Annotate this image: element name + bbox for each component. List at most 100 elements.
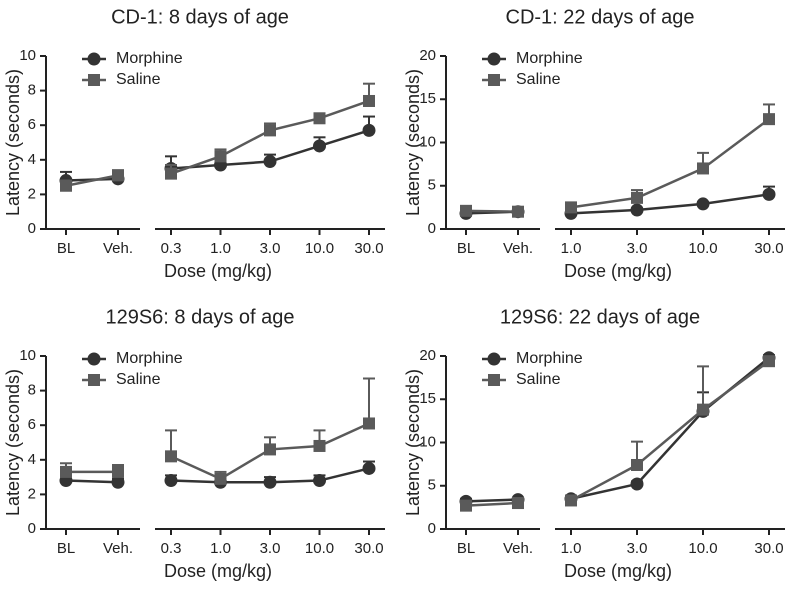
x-tick-label: 10.0: [688, 240, 717, 257]
y-tick-label: 4: [28, 451, 36, 468]
legend-label: Saline: [516, 371, 561, 388]
y-tick-label: 8: [28, 382, 36, 399]
x-tick-label: 1.0: [210, 240, 231, 257]
series-line: [570, 193, 770, 215]
square-marker: [697, 403, 709, 416]
x-tick-label: 0.3: [161, 240, 182, 257]
y-tick-label: 4: [28, 151, 36, 168]
x-tick-label: 30.0: [354, 240, 383, 257]
x-axis-label: Dose (mg/kg): [564, 561, 672, 581]
series-line: [465, 498, 519, 503]
square-marker: [460, 499, 472, 512]
y-tick-label: 10: [19, 47, 36, 64]
x-tick-label: BL: [457, 540, 475, 557]
square-marker: [60, 465, 72, 478]
square-marker: [631, 191, 643, 204]
legend-label: Saline: [516, 71, 561, 88]
square-marker: [88, 74, 100, 86]
square-marker: [512, 205, 524, 218]
square-marker: [165, 450, 177, 463]
square-marker: [763, 355, 775, 368]
x-tick-label: 1.0: [561, 240, 582, 257]
x-tick-label: Veh.: [503, 540, 533, 557]
series-line: [465, 501, 519, 507]
circle-marker: [487, 52, 501, 66]
circle-marker: [263, 475, 277, 489]
x-tick-label: 3.0: [260, 540, 281, 557]
circle-marker: [630, 477, 644, 491]
square-marker: [697, 162, 709, 175]
x-tick-label: 10.0: [305, 540, 334, 557]
square-marker: [60, 179, 72, 192]
square-marker: [631, 458, 643, 471]
circle-marker: [487, 352, 501, 366]
x-tick-label: 30.0: [754, 540, 783, 557]
y-axis-label: Latency (seconds): [3, 369, 23, 516]
square-marker: [264, 124, 276, 137]
legend-label: Morphine: [516, 50, 583, 67]
x-tick-label: Veh.: [103, 240, 133, 257]
square-marker: [565, 201, 577, 214]
square-marker: [763, 113, 775, 126]
circle-marker: [630, 203, 644, 217]
circle-marker: [762, 187, 776, 201]
circle-marker: [263, 155, 277, 169]
square-marker: [512, 497, 524, 510]
x-tick-label: 30.0: [354, 540, 383, 557]
square-marker: [214, 150, 227, 163]
x-tick-label: BL: [457, 240, 475, 257]
y-tick-label: 2: [28, 185, 36, 202]
series-line: [465, 209, 519, 213]
circle-marker: [696, 197, 710, 211]
y-tick-label: 5: [428, 477, 436, 494]
x-tick-label: 3.0: [627, 540, 648, 557]
x-tick-label: BL: [57, 540, 75, 557]
circle-marker: [362, 461, 376, 475]
y-tick-label: 0: [28, 520, 36, 537]
x-tick-label: 3.0: [627, 240, 648, 257]
square-marker: [264, 443, 276, 456]
y-tick-label: 5: [428, 177, 436, 194]
y-axis-label: Latency (seconds): [403, 369, 423, 516]
x-tick-label: BL: [57, 240, 75, 257]
x-axis-label: Dose (mg/kg): [164, 561, 272, 581]
square-marker: [565, 494, 577, 507]
x-tick-label: 30.0: [754, 240, 783, 257]
square-marker: [88, 374, 100, 386]
x-tick-label: 0.3: [161, 540, 182, 557]
y-tick-label: 15: [419, 90, 436, 107]
legend-label: Saline: [116, 71, 161, 88]
x-tick-label: Veh.: [103, 540, 133, 557]
y-tick-label: 10: [419, 433, 436, 450]
y-tick-label: 10: [419, 133, 436, 150]
x-tick-label: 10.0: [305, 240, 334, 257]
y-tick-label: 0: [428, 220, 436, 237]
x-tick-label: 1.0: [561, 540, 582, 557]
chart-title: 129S6: 22 days of age: [500, 306, 700, 328]
legend-label: Morphine: [116, 50, 183, 67]
y-tick-label: 10: [19, 347, 36, 364]
y-axis-label: Latency (seconds): [3, 69, 23, 216]
legend-label: Morphine: [116, 350, 183, 367]
series-line: [570, 360, 770, 502]
square-marker: [165, 167, 177, 180]
x-tick-label: 3.0: [260, 240, 281, 257]
x-axis-label: Dose (mg/kg): [164, 261, 272, 281]
x-tick-label: 1.0: [210, 540, 231, 557]
square-marker: [313, 112, 326, 125]
square-marker: [112, 169, 124, 182]
y-tick-label: 0: [428, 520, 436, 537]
circle-marker: [87, 352, 101, 366]
square-marker: [488, 74, 500, 86]
circle-marker: [87, 52, 101, 66]
square-marker: [460, 204, 472, 217]
square-marker: [214, 472, 227, 485]
y-tick-label: 8: [28, 82, 36, 99]
square-marker: [363, 94, 375, 107]
chart-title: CD-1: 8 days of age: [111, 6, 289, 28]
circle-marker: [313, 139, 326, 153]
circle-marker: [362, 123, 376, 137]
series-line: [570, 356, 770, 500]
circle-marker: [164, 474, 178, 488]
